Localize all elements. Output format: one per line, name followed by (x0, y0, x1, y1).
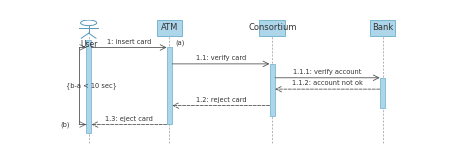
Bar (156, 20, 182, 36)
Text: ATM: ATM (161, 23, 178, 32)
Text: Bank: Bank (372, 23, 393, 32)
Text: 1.1: verify card: 1.1: verify card (196, 55, 246, 61)
Bar (167, 47, 172, 124)
Text: Consortium: Consortium (248, 23, 297, 32)
Text: 1.1.1: verify account: 1.1.1: verify account (293, 69, 362, 75)
Bar (259, 20, 285, 36)
Text: 1: insert card: 1: insert card (107, 39, 151, 45)
Bar (270, 64, 275, 116)
Text: 1.3: eject card: 1.3: eject card (105, 116, 153, 122)
Bar (86, 40, 91, 133)
Bar (380, 78, 385, 108)
Text: User: User (80, 40, 97, 49)
Text: 1.1.2: account not ok: 1.1.2: account not ok (292, 80, 363, 86)
Text: 1.2: reject card: 1.2: reject card (196, 97, 246, 103)
Text: (b): (b) (61, 122, 70, 128)
Text: {b-a < 10 sec}: {b-a < 10 sec} (66, 83, 117, 89)
Bar (370, 20, 395, 36)
Text: (a): (a) (175, 40, 184, 46)
